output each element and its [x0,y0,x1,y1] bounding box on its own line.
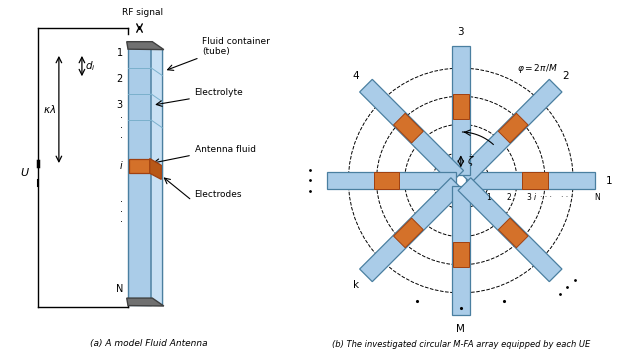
Text: $\varphi = 2\pi/M$: $\varphi = 2\pi/M$ [517,62,557,75]
Text: i: i [120,161,123,171]
Text: $\kappa\lambda$: $\kappa\lambda$ [43,104,56,116]
Text: N: N [115,284,123,294]
Text: U: U [20,168,28,178]
Text: k: k [353,280,359,290]
Text: 1: 1 [605,175,612,186]
Polygon shape [129,158,150,173]
Polygon shape [466,171,595,190]
Text: (b) The investigated circular M-FA array equipped by each UE: (b) The investigated circular M-FA array… [332,340,590,349]
Polygon shape [458,79,562,183]
Text: i: i [534,193,536,202]
Text: $d_i$: $d_i$ [85,59,95,73]
Polygon shape [360,79,463,183]
Polygon shape [326,171,456,190]
Text: $\zeta$: $\zeta$ [467,155,475,168]
Text: Fluid container
(tube): Fluid container (tube) [202,37,270,56]
Polygon shape [452,242,469,268]
Text: 3: 3 [526,193,531,202]
Text: 2: 2 [116,74,123,84]
Polygon shape [452,93,469,119]
Polygon shape [522,172,548,189]
Text: ·
·
·: · · · [120,113,123,143]
Text: (a) A model Fluid Antenna: (a) A model Fluid Antenna [90,339,207,348]
Text: Electrolyte: Electrolyte [195,88,243,97]
Polygon shape [374,172,399,189]
Text: N: N [595,193,600,202]
Text: 2: 2 [507,193,512,202]
Text: 1: 1 [116,48,123,58]
Polygon shape [499,113,528,143]
Polygon shape [150,158,161,179]
Text: 3: 3 [458,27,464,37]
Text: Antenna fluid: Antenna fluid [195,145,255,154]
Text: 4: 4 [353,71,359,81]
Polygon shape [151,42,163,305]
Text: 3: 3 [116,100,123,110]
Polygon shape [452,186,470,315]
Polygon shape [394,113,423,143]
Text: RF signal: RF signal [122,8,163,17]
Polygon shape [452,46,470,175]
Text: ·
·
·: · · · [120,197,123,227]
Polygon shape [360,178,463,282]
Polygon shape [394,218,423,248]
Text: 1: 1 [486,193,492,202]
Text: · · ·: · · · [540,193,552,202]
Text: · · ·: · · · [561,193,573,202]
Polygon shape [127,42,164,49]
Text: Electrodes: Electrodes [195,190,242,199]
Text: M: M [456,324,465,334]
Text: 2: 2 [563,71,569,81]
Polygon shape [458,178,562,282]
Polygon shape [127,298,164,306]
Polygon shape [128,42,151,305]
Polygon shape [499,218,528,248]
